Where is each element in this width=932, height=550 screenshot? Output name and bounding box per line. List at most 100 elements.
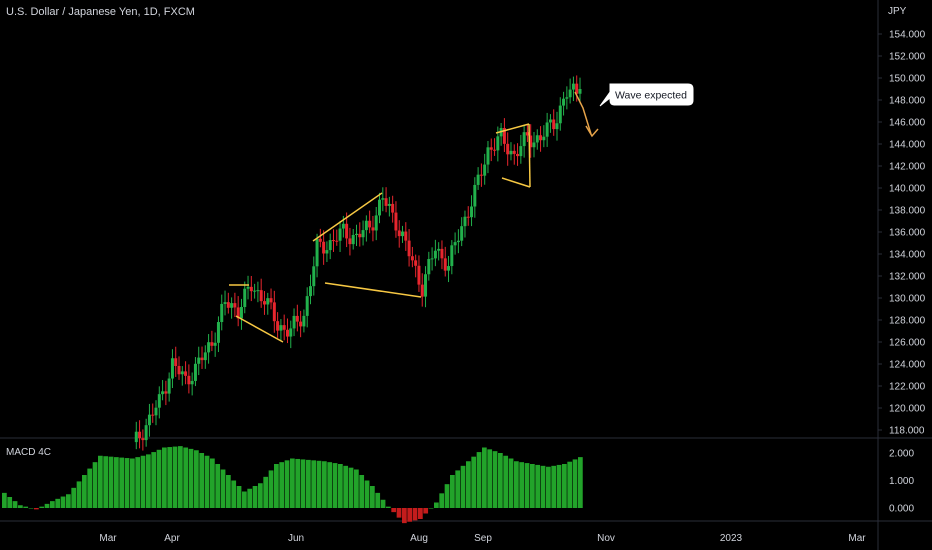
candle-body xyxy=(312,266,316,287)
candle-body xyxy=(299,321,303,327)
price-tick-label: 122.000 xyxy=(889,382,926,393)
macd-bar xyxy=(386,506,391,508)
candle-body xyxy=(535,135,539,143)
macd-bar xyxy=(274,464,279,508)
candle-body xyxy=(216,322,220,343)
candle-body xyxy=(489,147,493,150)
candle-body xyxy=(246,286,250,289)
candle-body xyxy=(463,216,467,227)
candle-body xyxy=(233,303,237,308)
macd-bar xyxy=(279,462,285,508)
candle-body xyxy=(318,238,322,242)
candle-body xyxy=(575,83,579,94)
time-tick-label: Aug xyxy=(410,533,428,544)
candle-body xyxy=(210,342,214,346)
candle-body xyxy=(279,325,283,331)
macd-bar xyxy=(146,454,151,508)
macd-bar xyxy=(487,449,493,508)
candle-body xyxy=(519,146,523,157)
pattern-trendline xyxy=(324,282,422,298)
candle-body xyxy=(384,198,388,206)
macd-bar xyxy=(311,460,317,508)
macd-bar xyxy=(524,463,530,508)
candle-body xyxy=(193,363,197,381)
candle-body xyxy=(476,174,480,185)
candle-body xyxy=(190,380,194,385)
candle-body xyxy=(269,298,273,303)
price-tick-label: 150.000 xyxy=(889,74,926,85)
pattern-trendline xyxy=(501,177,531,188)
macd-bar xyxy=(562,464,567,508)
candle-body xyxy=(213,342,217,346)
macd-bar xyxy=(508,458,514,508)
macd-bar xyxy=(322,461,327,508)
macd-bar xyxy=(44,503,50,508)
macd-bar xyxy=(455,470,461,508)
macd-bar xyxy=(103,456,109,508)
macd-bar xyxy=(327,462,333,508)
macd-bar xyxy=(492,451,498,508)
macd-bar xyxy=(231,480,237,508)
macd-bar xyxy=(50,501,55,508)
macd-histogram xyxy=(2,446,583,524)
macd-tick-label: 1.000 xyxy=(889,476,914,487)
candle-body xyxy=(529,135,533,148)
macd-bar xyxy=(199,453,205,508)
macd-bar xyxy=(546,466,551,508)
pattern-lines xyxy=(229,123,531,343)
candle-body xyxy=(502,128,506,144)
price-tick-label: 138.000 xyxy=(889,206,926,217)
candle-body xyxy=(282,325,286,330)
chart-title: U.S. Dollar / Japanese Yen, 1D, FXCM xyxy=(6,6,195,18)
time-tick-label: Jun xyxy=(288,533,304,544)
macd-bar xyxy=(124,458,130,508)
macd-bar xyxy=(295,458,301,508)
time-axis[interactable]: Mar Apr Jun Aug Sep Nov 2023 Mar xyxy=(99,533,866,544)
candle-body xyxy=(355,233,358,235)
macd-bar xyxy=(391,508,397,513)
candle-body xyxy=(331,240,335,242)
candle-body xyxy=(542,136,546,141)
callout-bubble[interactable] xyxy=(599,83,694,107)
macd-bar xyxy=(466,461,471,508)
price-tick-label: 146.000 xyxy=(889,118,926,129)
candle-body xyxy=(236,307,240,319)
macd-bar xyxy=(471,456,477,508)
macd-bar xyxy=(183,447,189,508)
candle-body xyxy=(479,174,483,176)
candle-body xyxy=(410,256,414,261)
macd-bar xyxy=(215,464,221,508)
candle-body xyxy=(364,220,368,231)
callout-text: Wave expected xyxy=(615,90,687,102)
candle-body xyxy=(243,288,247,307)
candle-body xyxy=(249,286,253,292)
macd-bar xyxy=(18,505,23,508)
macd-bar xyxy=(482,447,487,508)
candle-body xyxy=(525,132,529,136)
candle-body xyxy=(470,206,474,218)
candle-body xyxy=(430,258,434,260)
macd-bar xyxy=(130,458,135,508)
candle-body xyxy=(348,238,352,245)
candle-body xyxy=(466,216,470,218)
macd-bar xyxy=(210,458,215,508)
candle-body xyxy=(558,105,562,124)
macd-bar xyxy=(151,452,157,508)
macd-bar xyxy=(519,462,525,508)
candle-body xyxy=(157,394,161,408)
candle-body xyxy=(184,371,188,376)
time-tick-label: Apr xyxy=(164,533,180,544)
macd-bar xyxy=(364,480,370,508)
candle-body xyxy=(256,290,260,292)
price-tick-label: 120.000 xyxy=(889,404,926,415)
macd-bar xyxy=(306,459,311,508)
candle-body xyxy=(433,250,437,259)
candle-body xyxy=(345,223,349,239)
macd-bar xyxy=(108,456,114,508)
macd-bar xyxy=(418,508,423,519)
macd-bar xyxy=(220,469,226,508)
macd-bar xyxy=(167,447,173,508)
macd-bar xyxy=(92,462,98,508)
